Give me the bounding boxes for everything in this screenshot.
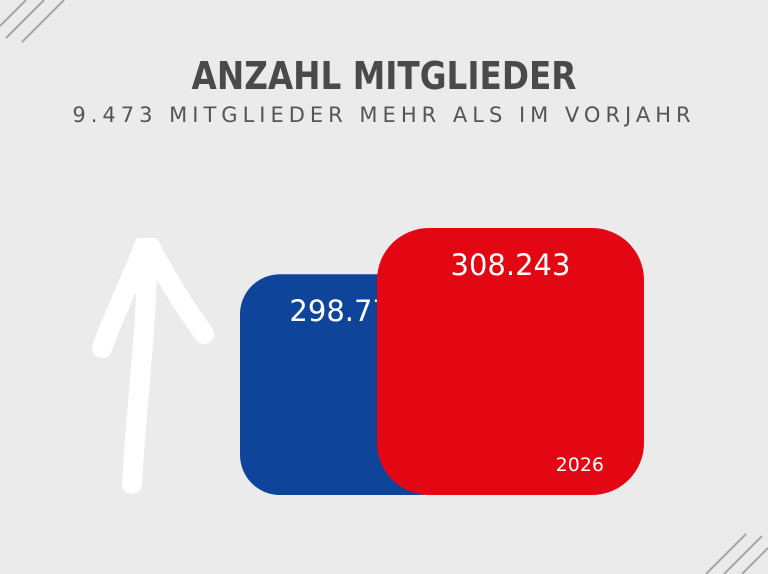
bar-rect [377,228,644,495]
corner-stripes-top-left [0,0,65,43]
bar-2026: 308.243 2026 [377,228,644,495]
bar-category-label: 2026 [556,454,604,476]
corner-stripes-bottom-right [705,533,768,574]
page-subtitle: 9.473 MITGLIEDER MEHR ALS IM VORJAHR [72,103,696,127]
page-title: ANZAHL MITGLIEDER [191,54,577,98]
up-arrow-icon [92,238,214,494]
bar-value-label: 308.243 [451,248,571,282]
